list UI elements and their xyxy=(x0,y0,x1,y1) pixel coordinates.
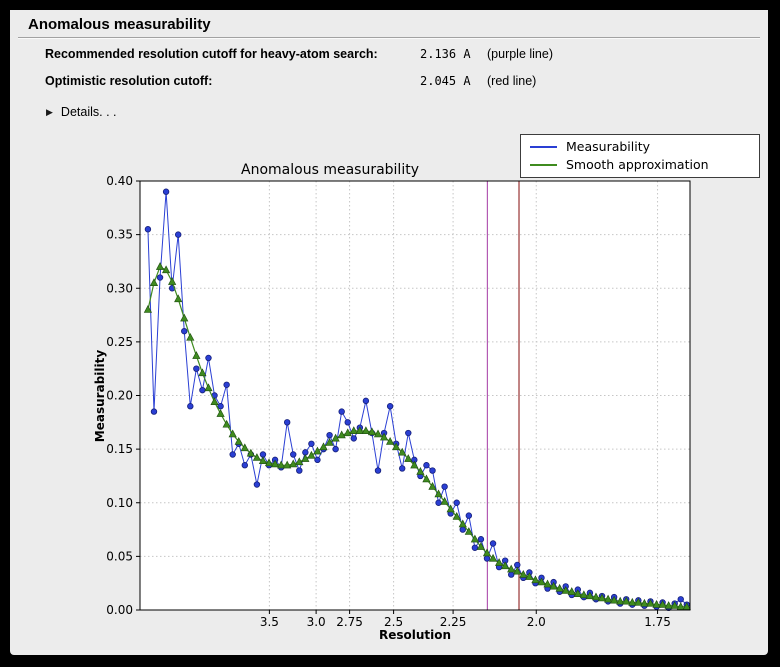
title-separator xyxy=(18,37,760,39)
measurability-line-sample-icon xyxy=(530,145,557,148)
optimistic-cutoff-label: Optimistic resolution cutoff: xyxy=(45,74,213,88)
chart-legend: Measurability Smooth approximation xyxy=(520,134,760,178)
svg-text:0.30: 0.30 xyxy=(106,281,133,295)
optimistic-cutoff-note: (red line) xyxy=(487,74,537,88)
y-axis-label: Measurability xyxy=(93,350,107,443)
svg-text:3.5: 3.5 xyxy=(260,615,279,629)
legend-item-measurability: Measurability xyxy=(530,139,750,154)
details-disclosure[interactable]: ▶ Details. . . xyxy=(46,105,117,119)
svg-text:0.40: 0.40 xyxy=(106,174,133,188)
svg-text:0.05: 0.05 xyxy=(106,549,133,563)
tick-labels: 3.5 3.0 2.75 2.5 2.25 2.0 1.75 0.00 0.05 0.10 0.15… xyxy=(106,174,671,629)
svg-text:2.0: 2.0 xyxy=(527,615,546,629)
plot-area xyxy=(140,181,690,610)
page-title: Anomalous measurability xyxy=(28,16,211,33)
info-row-optimistic: Optimistic resolution cutoff: 2.045 A (r… xyxy=(45,73,553,89)
info-row-recommended: Recommended resolution cutoff for heavy-… xyxy=(45,46,553,62)
recommended-cutoff-value: 2.136 A xyxy=(420,47,471,61)
optimistic-cutoff-value: 2.045 A xyxy=(420,74,471,88)
panel: Anomalous measurability Recommended reso… xyxy=(10,10,768,655)
svg-text:2.5: 2.5 xyxy=(384,615,403,629)
recommended-cutoff-label: Recommended resolution cutoff for heavy-… xyxy=(45,47,378,61)
svg-text:0.25: 0.25 xyxy=(106,335,133,349)
svg-text:2.25: 2.25 xyxy=(440,615,467,629)
measurability-chart: 3.5 3.0 2.75 2.5 2.25 2.0 1.75 0.00 0.05 0.10 0.15… xyxy=(93,162,691,642)
chart-title: Anomalous measurability xyxy=(241,162,419,178)
smooth-markers xyxy=(143,262,691,610)
svg-text:2.75: 2.75 xyxy=(336,615,363,629)
legend-item-smooth: Smooth approximation xyxy=(530,157,750,172)
figure-area: 3.5 3.0 2.75 2.5 2.25 2.0 1.75 0.00 0.05 0.10 0.15… xyxy=(90,128,745,652)
info-section: Recommended resolution cutoff for heavy-… xyxy=(45,46,553,100)
smooth-line-sample-icon xyxy=(530,163,557,166)
x-axis-label: Resolution xyxy=(379,628,451,642)
recommended-cutoff-note: (purple line) xyxy=(487,47,554,61)
legend-label-smooth: Smooth approximation xyxy=(566,157,709,172)
svg-text:0.10: 0.10 xyxy=(106,496,133,510)
details-label: Details. . . xyxy=(60,105,117,119)
svg-text:0.00: 0.00 xyxy=(106,603,133,617)
svg-text:0.15: 0.15 xyxy=(106,442,133,456)
legend-label-measurability: Measurability xyxy=(566,139,651,154)
svg-text:0.20: 0.20 xyxy=(106,389,133,403)
tick-marks xyxy=(136,180,659,614)
disclosure-triangle-icon: ▶ xyxy=(46,106,53,117)
svg-text:3.0: 3.0 xyxy=(307,615,326,629)
svg-text:1.75: 1.75 xyxy=(644,615,671,629)
gridlines xyxy=(140,180,690,611)
svg-text:0.35: 0.35 xyxy=(106,228,133,242)
